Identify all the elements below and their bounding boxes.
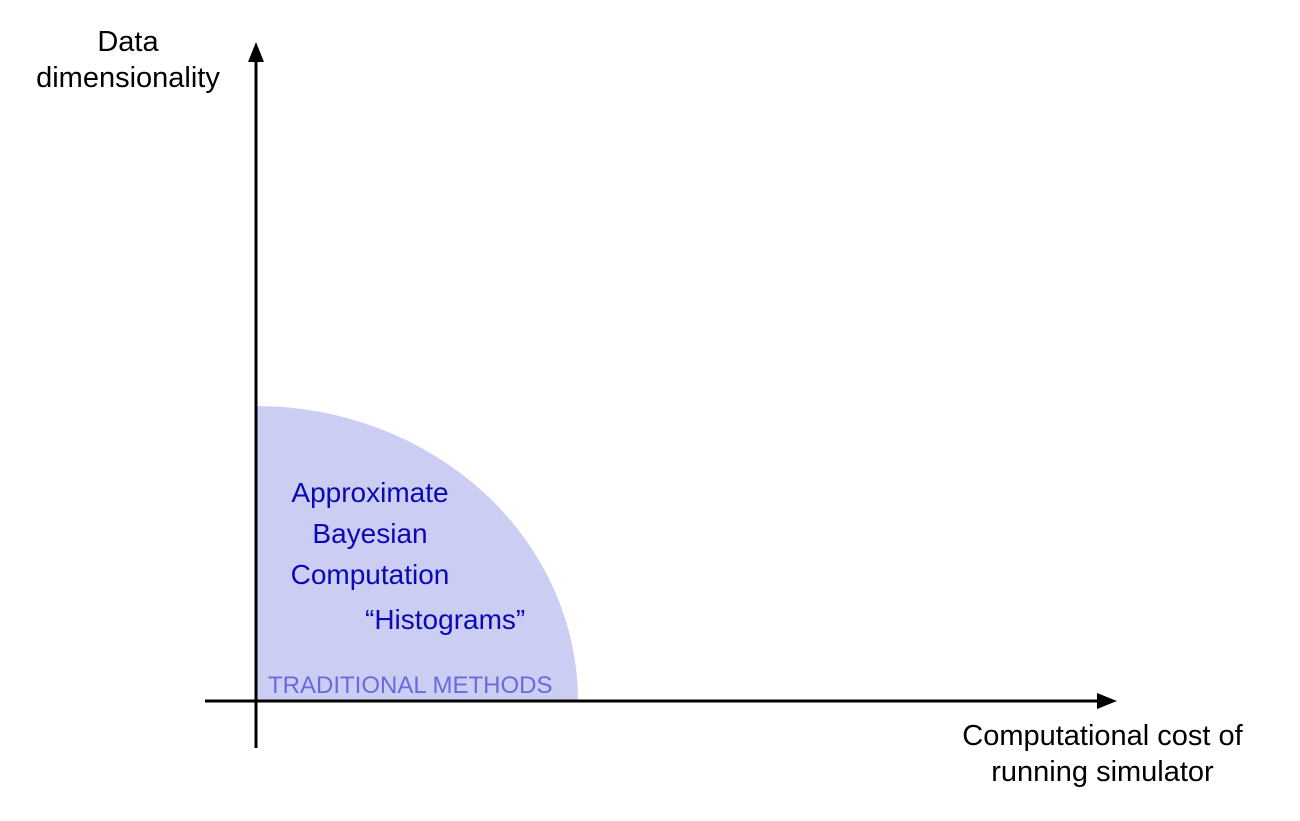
y-axis-label-line-1: Data (97, 26, 159, 58)
abc-line-3: Computation (290, 559, 450, 590)
x-axis-label: Computational cost of running simulator (930, 718, 1275, 790)
abc-line-2: Bayesian (312, 518, 428, 549)
y-axis-label-line-2: dimensionality (36, 62, 220, 94)
y-axis-label: Data dimensionality (0, 24, 256, 96)
histograms-method-label: “Histograms” (365, 604, 526, 635)
y-axis-arrow-icon (248, 42, 264, 62)
traditional-methods-region (256, 406, 578, 701)
abc-method-label: Approximate Bayesian Computation (262, 472, 478, 595)
x-axis-arrow-icon (1097, 693, 1117, 709)
traditional-methods-label: TRADITIONAL METHODS (268, 672, 553, 699)
abc-line-1: Approximate (291, 477, 449, 508)
x-axis-label-line-1: Computational cost of (962, 720, 1243, 752)
x-axis-label-line-2: running simulator (991, 756, 1214, 788)
